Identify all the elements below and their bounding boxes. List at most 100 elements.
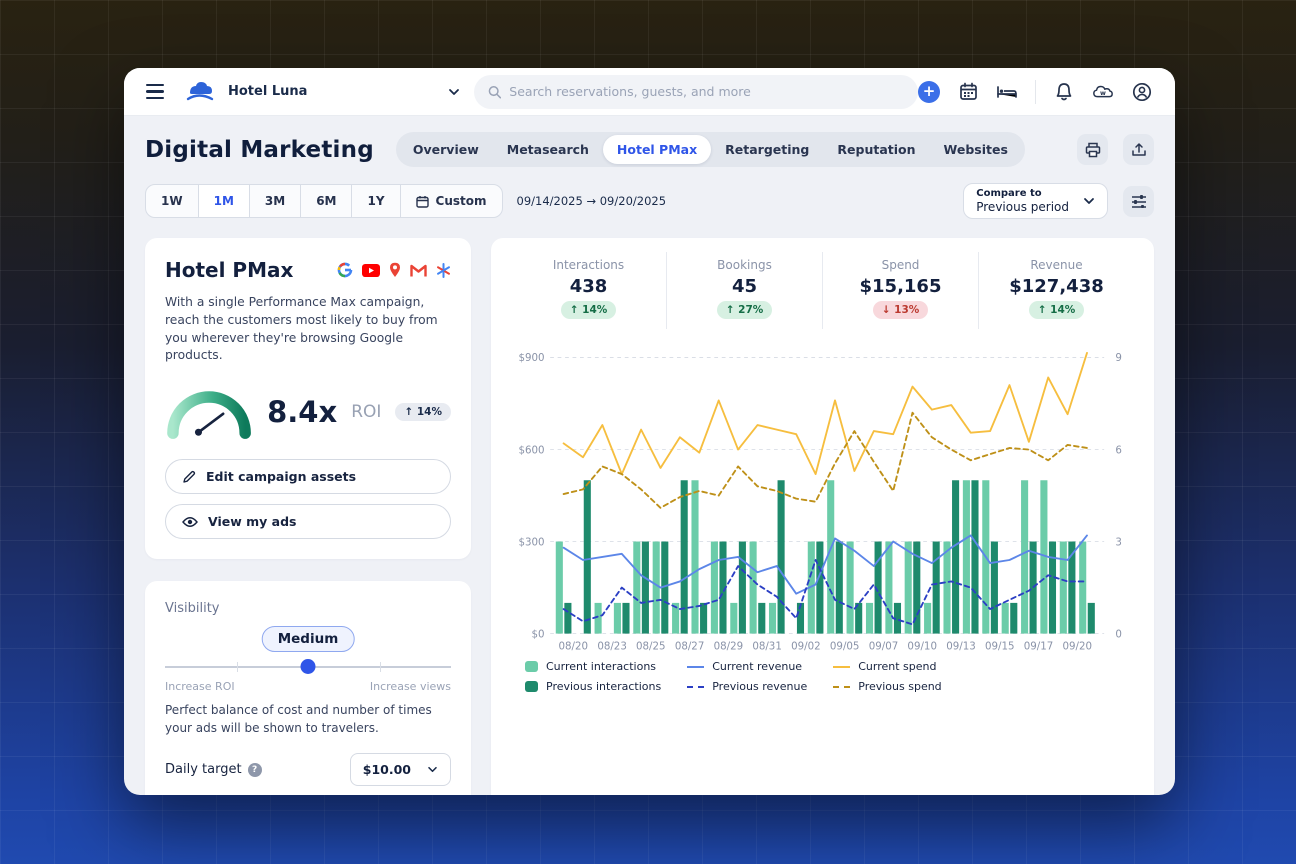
svg-text:09/02: 09/02 — [791, 640, 821, 652]
calendar-icon[interactable] — [957, 81, 979, 103]
svg-text:6: 6 — [1115, 444, 1122, 456]
stat-value: $127,438 — [1009, 276, 1104, 297]
legend-item[interactable]: Previous interactions — [525, 680, 661, 693]
search-icon — [488, 85, 502, 98]
export-icon — [1131, 142, 1146, 156]
property-selector[interactable]: Hotel Luna — [182, 80, 460, 104]
bell-icon[interactable] — [1053, 81, 1075, 103]
stat-interactions: Interactions 438 ↑ 14% — [511, 252, 666, 329]
date-toolbar: 1W 1M 3M 6M 1Y Custom 09/14/2025 → 09/20… — [145, 183, 1154, 219]
daily-target-row: Daily target ? $10.00 — [165, 753, 451, 787]
svg-text:08/25: 08/25 — [636, 640, 666, 652]
stat-change-badge: ↑ 14% — [560, 301, 617, 319]
range-1m[interactable]: 1M — [198, 185, 250, 217]
print-button[interactable] — [1077, 134, 1108, 165]
add-icon[interactable]: + — [918, 80, 940, 103]
compare-dropdown[interactable]: Compare to Previous period — [963, 183, 1108, 219]
search-bar[interactable] — [474, 74, 918, 109]
nav-actions: + w — [918, 79, 1153, 104]
help-icon[interactable]: ? — [247, 762, 262, 777]
legend-item[interactable]: Current spend — [833, 660, 941, 673]
legend-dashed-line-swatch — [687, 685, 705, 688]
printer-icon — [1085, 142, 1100, 157]
menu-icon[interactable] — [146, 83, 164, 100]
tab-websites[interactable]: Websites — [943, 142, 1008, 157]
slider-min-label: Increase ROI — [165, 680, 235, 694]
legend-label: Current revenue — [712, 660, 803, 674]
stat-value: 45 — [731, 276, 758, 297]
chevron-down-icon — [428, 767, 437, 773]
performance-chart[interactable]: $0 0 $300 3 $600 6 $900 9 08/20 08/23 08/25 08/27 08… — [511, 337, 1134, 654]
svg-text:$900: $900 — [518, 352, 544, 364]
legend-label: Previous interactions — [546, 680, 662, 694]
tab-retargeting[interactable]: Retargeting — [725, 142, 810, 157]
date-range-text: 09/14/2025 → 09/20/2025 — [516, 194, 667, 208]
pmax-description: With a single Performance Max campaign, … — [165, 295, 438, 363]
legend-item[interactable]: Current interactions — [525, 660, 661, 673]
chart-legend: Current interactions Current revenue Curre… — [511, 660, 1134, 693]
roi-gauge — [167, 391, 251, 440]
legend-bar-swatch — [525, 681, 538, 693]
tab-reputation[interactable]: Reputation — [837, 142, 916, 157]
svg-text:08/31: 08/31 — [752, 640, 782, 652]
export-button[interactable] — [1123, 134, 1154, 165]
range-custom[interactable]: Custom — [401, 185, 502, 217]
svg-text:08/20: 08/20 — [559, 640, 589, 652]
pencil-icon — [183, 470, 196, 483]
hotel-name: Hotel Luna — [228, 84, 308, 99]
range-1y[interactable]: 1Y — [352, 185, 401, 217]
compare-label: Compare to — [976, 188, 1042, 199]
daily-target-select[interactable]: $10.00 — [349, 753, 451, 787]
daily-target-label: Daily target — [165, 762, 242, 778]
stat-change-badge: ↑ 14% — [1028, 301, 1085, 319]
visibility-title: Visibility — [165, 601, 220, 617]
chevron-down-icon — [1084, 198, 1094, 204]
stat-label: Spend — [881, 258, 920, 272]
stat-change-badge: ↓ 13% — [872, 301, 929, 319]
visibility-level-badge: Medium — [261, 626, 355, 653]
page-title: Digital Marketing — [145, 136, 374, 163]
edit-campaign-assets-button[interactable]: Edit campaign assets — [165, 459, 451, 495]
svg-text:09/20: 09/20 — [1063, 640, 1093, 652]
range-1w[interactable]: 1W — [146, 185, 199, 217]
tab-overview[interactable]: Overview — [412, 142, 479, 157]
filter-button[interactable] — [1123, 185, 1154, 217]
header-actions — [1077, 134, 1154, 165]
pmax-title: Hotel PMax — [165, 258, 294, 282]
svg-text:09/07: 09/07 — [869, 640, 899, 652]
stat-bookings: Bookings 45 ↑ 27% — [666, 252, 822, 329]
visibility-description: Perfect balance of cost and number of ti… — [165, 703, 432, 735]
account-icon[interactable] — [1131, 81, 1153, 103]
roi-label: ROI — [351, 402, 382, 423]
legend-item[interactable]: Previous spend — [833, 680, 942, 693]
svg-text:09/17: 09/17 — [1024, 640, 1054, 652]
google-sparkle-icon — [437, 262, 450, 278]
legend-dashed-line-swatch — [833, 685, 851, 688]
bed-icon[interactable] — [996, 81, 1018, 103]
stats-row: Interactions 438 ↑ 14% Bookings 45 ↑ 27%… — [511, 252, 1134, 329]
maps-pin-icon — [390, 262, 400, 277]
view-my-ads-label: View my ads — [208, 514, 297, 530]
svg-text:09/10: 09/10 — [907, 640, 937, 652]
slider-tick — [236, 662, 238, 673]
search-input[interactable] — [509, 84, 904, 99]
slider-thumb[interactable] — [300, 659, 316, 675]
toolbar-right: Compare to Previous period — [963, 183, 1154, 219]
cloudbeds-icon[interactable]: w — [1092, 81, 1114, 103]
svg-text:09/15: 09/15 — [985, 640, 1015, 652]
svg-text:09/13: 09/13 — [946, 640, 976, 652]
youtube-icon — [362, 263, 380, 277]
range-6m[interactable]: 6M — [301, 185, 353, 217]
tab-hotel-pmax[interactable]: Hotel PMax — [602, 135, 712, 164]
svg-text:09/05: 09/05 — [830, 640, 860, 652]
legend-item[interactable]: Previous revenue — [687, 680, 807, 693]
legend-item[interactable]: Current revenue — [687, 660, 807, 673]
stat-label: Interactions — [552, 258, 625, 272]
view-my-ads-button[interactable]: View my ads — [165, 504, 451, 540]
svg-text:3: 3 — [1115, 536, 1122, 548]
tab-metasearch[interactable]: Metasearch — [506, 142, 589, 157]
sliders-icon — [1131, 195, 1146, 208]
performance-chart-card: Interactions 438 ↑ 14% Bookings 45 ↑ 27%… — [491, 238, 1154, 795]
platform-icons — [337, 262, 451, 278]
range-3m[interactable]: 3M — [250, 185, 302, 217]
